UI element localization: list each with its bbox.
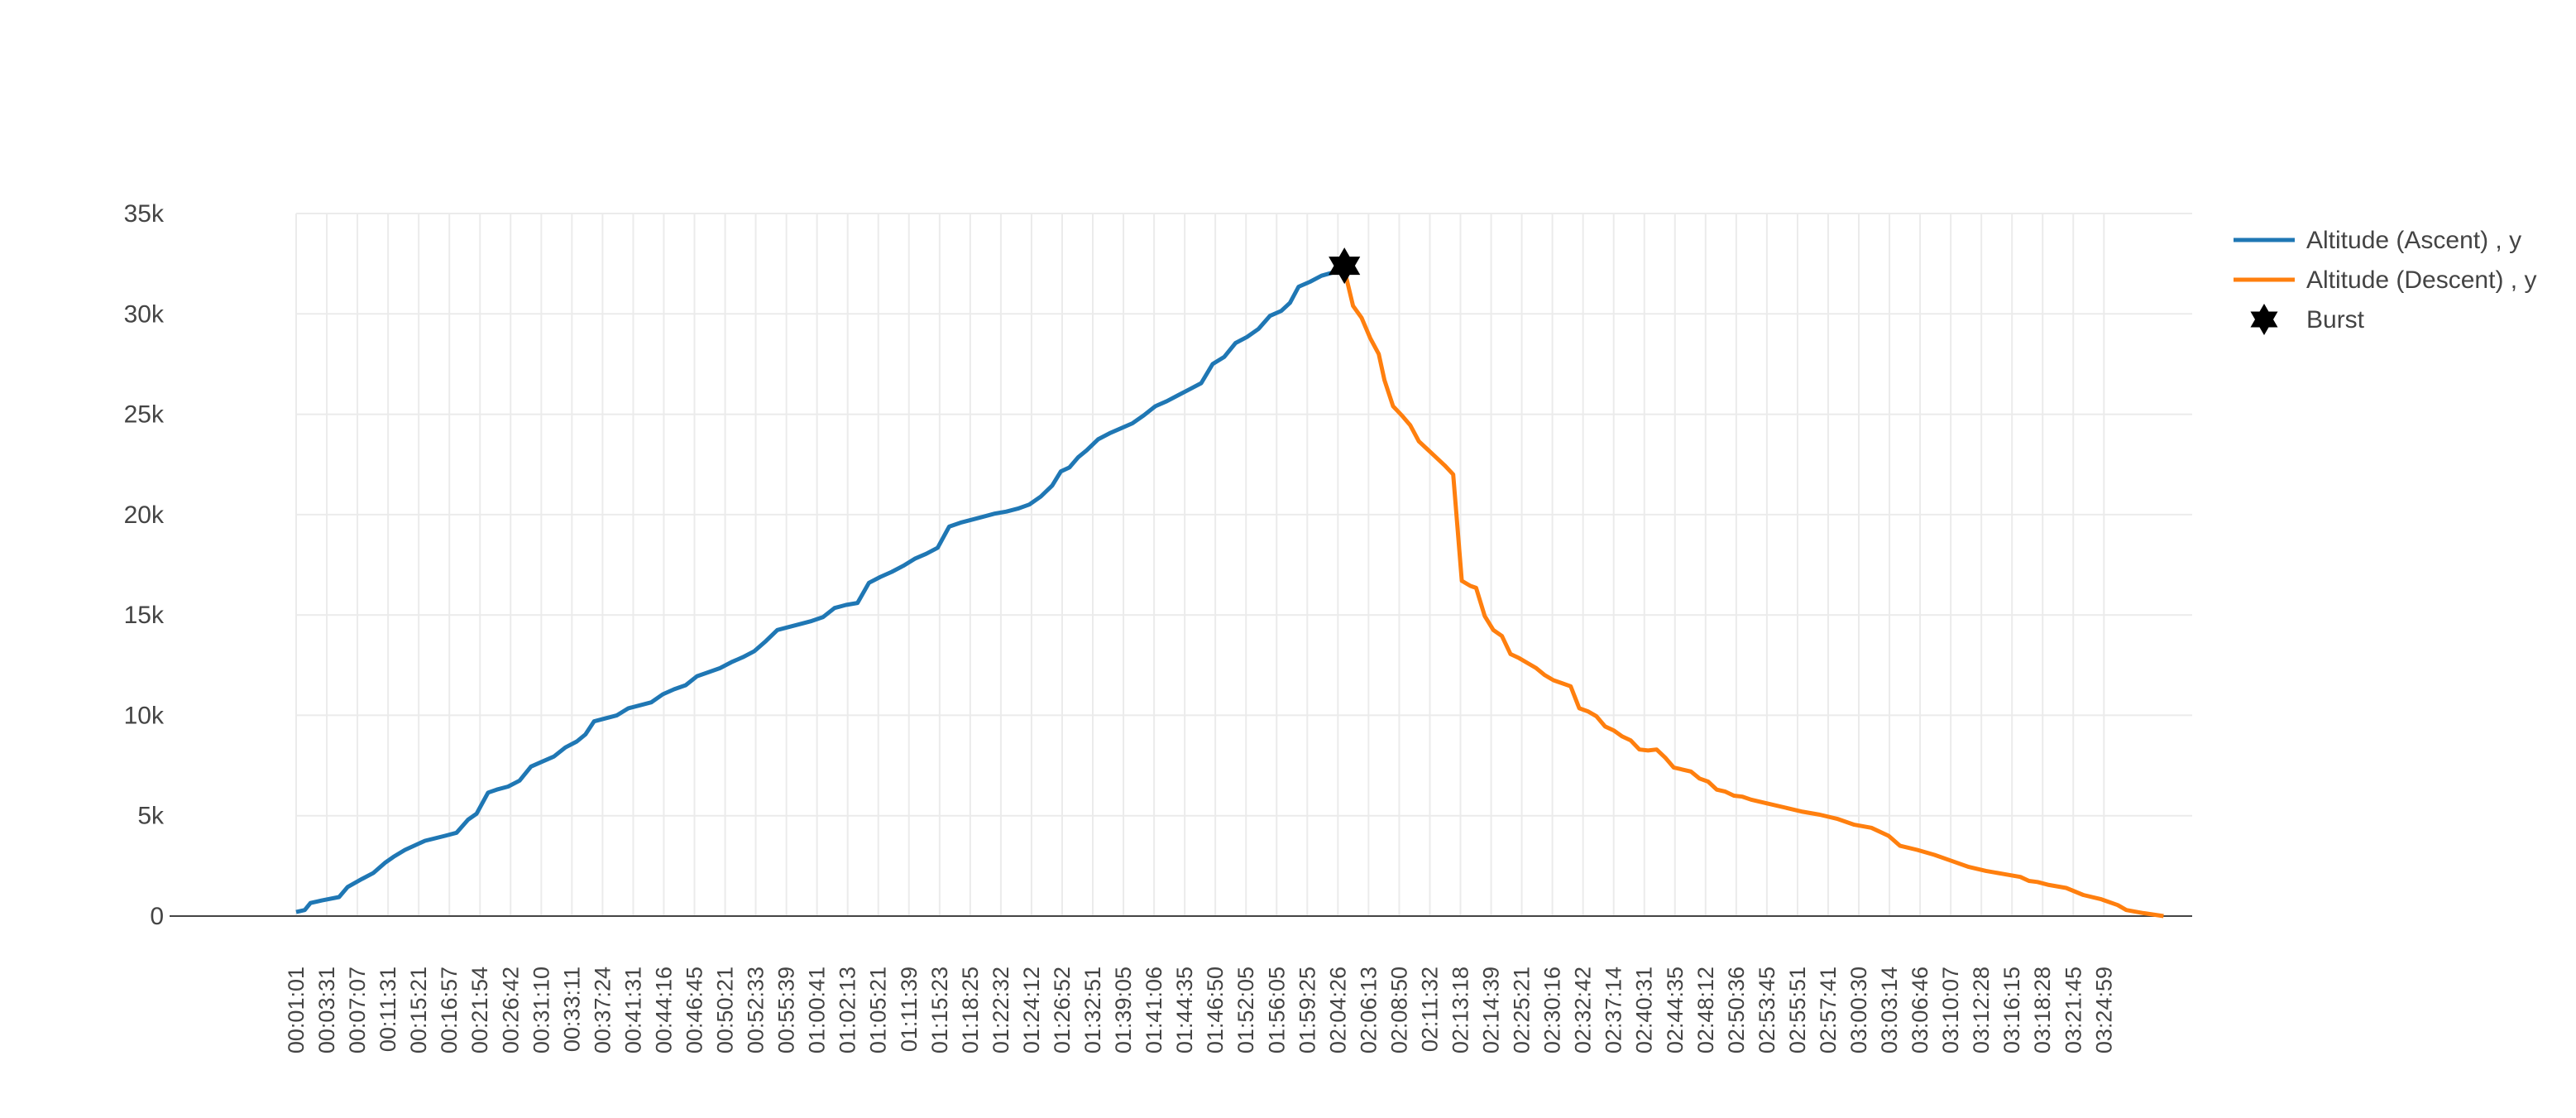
- x-tick-label: 03:12:28: [1969, 967, 1994, 1053]
- x-tick-label: 03:00:30: [1846, 967, 1871, 1053]
- x-tick-label: 00:16:57: [437, 967, 462, 1053]
- y-tick-label: 10k: [124, 702, 165, 729]
- x-tick-label: 01:56:05: [1264, 967, 1289, 1053]
- descent-series-line: [1342, 269, 2164, 919]
- legend-label-descent[interactable]: Altitude (Descent) , y: [2306, 266, 2536, 294]
- x-tick-label: 00:33:11: [559, 967, 584, 1052]
- x-tick-label: 01:02:13: [836, 967, 860, 1053]
- x-tick-label: 02:37:14: [1602, 967, 1626, 1053]
- legend-swatch-burst[interactable]: [2250, 304, 2278, 335]
- x-tick-label: 01:59:25: [1295, 967, 1319, 1053]
- x-tick-label: 00:31:10: [529, 967, 553, 1053]
- x-tick-label: 01:44:35: [1172, 967, 1197, 1053]
- legend-label-ascent[interactable]: Altitude (Ascent) , y: [2306, 227, 2521, 254]
- x-tick-label: 00:03:31: [314, 967, 339, 1053]
- x-tick-label: 02:57:41: [1816, 967, 1841, 1053]
- x-tick-label: 03:10:07: [1938, 967, 1963, 1053]
- x-tick-label: 01:15:23: [927, 967, 952, 1053]
- x-tick-label: 02:11:32: [1417, 967, 1442, 1052]
- x-tick-label: 00:52:33: [744, 967, 768, 1053]
- x-tick-label: 01:24:12: [1019, 967, 1044, 1053]
- x-tick-label: 03:06:46: [1908, 967, 1932, 1053]
- x-tick-label: 02:08:50: [1386, 967, 1411, 1053]
- legend-label-burst[interactable]: Burst: [2306, 306, 2365, 333]
- x-tick-label: 02:55:51: [1785, 967, 1810, 1053]
- x-tick-label: 01:22:32: [989, 967, 1013, 1053]
- x-tick-label: 00:46:45: [682, 967, 707, 1053]
- y-tick-label: 5k: [137, 803, 165, 830]
- x-tick-label: 00:11:31: [376, 967, 400, 1052]
- y-tick-label: 30k: [124, 300, 165, 328]
- x-tick-label: 01:00:41: [805, 967, 830, 1053]
- x-tick-label: 00:55:39: [774, 967, 799, 1053]
- marker-layer: [1329, 247, 1361, 285]
- x-tick-label: 00:01:01: [284, 967, 309, 1053]
- x-tick-label: 00:26:42: [498, 967, 523, 1053]
- ascent-series-line: [295, 267, 1345, 914]
- x-tick-label: 02:14:39: [1479, 967, 1504, 1053]
- x-tick-label: 02:13:18: [1448, 967, 1472, 1053]
- x-tick-label: 00:50:21: [713, 967, 738, 1053]
- x-tick-label: 02:50:36: [1724, 967, 1749, 1053]
- x-tick-label: 01:32:51: [1080, 967, 1105, 1053]
- x-tick-label: 03:16:15: [1999, 967, 2024, 1053]
- x-tick-label: 00:07:07: [345, 967, 370, 1053]
- x-tick-label: 01:39:05: [1111, 967, 1136, 1053]
- x-tick-label: 00:37:24: [590, 967, 615, 1053]
- y-tick-label: 25k: [124, 401, 165, 429]
- x-tick-label: 01:41:06: [1142, 967, 1166, 1053]
- x-tick-label: 00:21:54: [467, 967, 492, 1053]
- x-tick-label: 02:40:31: [1632, 967, 1657, 1053]
- x-tick-label: 02:30:16: [1540, 967, 1565, 1053]
- x-tick-label: 02:44:35: [1663, 967, 1688, 1053]
- y-tick-label: 15k: [124, 602, 165, 629]
- x-tick-label: 00:41:31: [620, 967, 645, 1053]
- x-tick-label: 02:06:13: [1356, 967, 1381, 1053]
- x-tick-label: 01:26:52: [1050, 967, 1075, 1053]
- grid-layer: [295, 213, 2192, 916]
- x-tick-label: 01:18:25: [958, 967, 983, 1053]
- x-tick-label: 01:11:39: [897, 967, 922, 1052]
- x-tick-label: 01:05:21: [866, 967, 891, 1053]
- x-tick-label: 01:52:05: [1233, 967, 1258, 1053]
- x-tick-label: 01:46:50: [1203, 967, 1228, 1053]
- burst-marker: [1329, 247, 1361, 285]
- x-tick-label: 02:04:26: [1325, 967, 1350, 1053]
- x-tick-label: 03:24:59: [2091, 967, 2116, 1053]
- x-tick-label: 02:32:42: [1571, 967, 1596, 1053]
- series-layer: [295, 267, 2164, 919]
- y-tick-label: 0: [150, 903, 164, 930]
- x-tick-label: 02:53:45: [1755, 967, 1779, 1053]
- x-tick-label: 02:25:21: [1510, 967, 1535, 1053]
- x-tick-label: 03:21:45: [2061, 967, 2085, 1053]
- x-tick-label: 00:15:21: [406, 967, 431, 1053]
- x-tick-label: 00:44:16: [651, 967, 676, 1053]
- x-tick-label: 03:18:28: [2030, 967, 2055, 1053]
- y-tick-label: 35k: [124, 200, 165, 228]
- x-tick-label: 02:48:12: [1693, 967, 1718, 1053]
- x-tick-label: 03:03:14: [1877, 967, 1902, 1053]
- y-tick-label: 20k: [124, 501, 165, 529]
- legend[interactable]: Altitude (Ascent) , y Altitude (Descent) …: [2234, 227, 2536, 335]
